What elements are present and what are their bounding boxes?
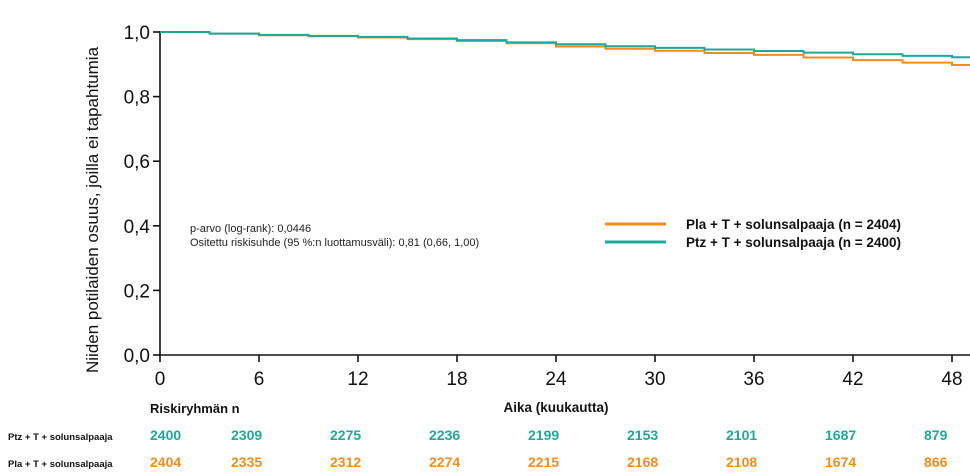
risk-count: 2275	[330, 427, 361, 443]
survival-curves	[160, 31, 970, 66]
x-tick-label: 18	[446, 369, 467, 390]
risk-count: 866	[924, 454, 948, 470]
curve-ptz	[160, 31, 970, 59]
y-ticks: 0,0 0,2 0,4 0,6 0,8 1,0	[124, 23, 160, 367]
risk-count: 2312	[330, 454, 361, 470]
risk-count: 879	[924, 427, 948, 443]
x-tick-label: 48	[941, 369, 962, 390]
y-tick-label: 0,6	[124, 152, 150, 173]
y-tick-label: 0,8	[124, 88, 150, 109]
risk-count: 2335	[231, 454, 262, 470]
risk-count: 2236	[429, 427, 460, 443]
risk-count: 2309	[231, 427, 262, 443]
risk-table-title: Riskiryhmän n	[150, 401, 240, 416]
curve-pla	[160, 31, 970, 66]
risk-count: 2101	[726, 427, 757, 443]
legend-label-pla: Pla + T + solunsalpaaja (n = 2404)	[686, 217, 901, 232]
x-tick-label: 36	[743, 369, 764, 390]
axes: 0,0 0,2 0,4 0,6 0,8 1,0 0 6 12 18 24 30 36 42 48	[124, 23, 970, 390]
risk-count: 2168	[627, 454, 658, 470]
y-tick-label: 0,0	[124, 346, 150, 367]
x-tick-label: 24	[545, 369, 567, 390]
x-ticks: 0 6 12 18 24 30 36 42 48	[155, 355, 963, 390]
y-axis-title: Niiden potilaiden osuus, joilla ei tapah…	[83, 46, 102, 373]
risk-count: 2400	[150, 427, 181, 443]
risk-row-label-pla: Pla + T + solunsalpaaja	[8, 459, 113, 470]
x-tick-label: 6	[254, 369, 265, 390]
legend-label-ptz: Ptz + T + solunsalpaaja (n = 2400)	[686, 235, 901, 250]
risk-count: 2274	[429, 454, 460, 470]
risk-row-label-ptz: Ptz + T + solunsalpaaja	[8, 432, 113, 443]
x-tick-label: 0	[155, 369, 166, 390]
x-tick-label: 42	[842, 369, 863, 390]
p-value-annotation: p-arvo (log-rank): 0,0446	[190, 223, 311, 235]
risk-table: Ptz + T + solunsalpaaja Pla + T + soluns…	[8, 427, 948, 470]
y-tick-label: 1,0	[124, 23, 150, 44]
risk-count: 2404	[150, 454, 181, 470]
legend: Pla + T + solunsalpaaja (n = 2404) Ptz +…	[605, 217, 901, 250]
risk-count: 1674	[825, 454, 856, 470]
risk-count: 2199	[528, 427, 559, 443]
risk-count: 1687	[825, 427, 856, 443]
y-tick-label: 0,4	[124, 217, 151, 238]
risk-count: 2153	[627, 427, 658, 443]
x-tick-label: 12	[347, 369, 368, 390]
risk-numbers: 2400 2309 2275 2236 2199 2153 2101 1687 879 2404 2…	[150, 427, 948, 470]
x-tick-label: 30	[644, 369, 665, 390]
risk-count: 2108	[726, 454, 757, 470]
hazard-ratio-annotation: Ositettu riskisuhde (95 %:n luottamusväl…	[190, 237, 479, 249]
y-tick-label: 0,2	[124, 281, 150, 302]
risk-count: 2215	[528, 454, 559, 470]
x-axis-title: Aika (kuukautta)	[503, 400, 608, 415]
